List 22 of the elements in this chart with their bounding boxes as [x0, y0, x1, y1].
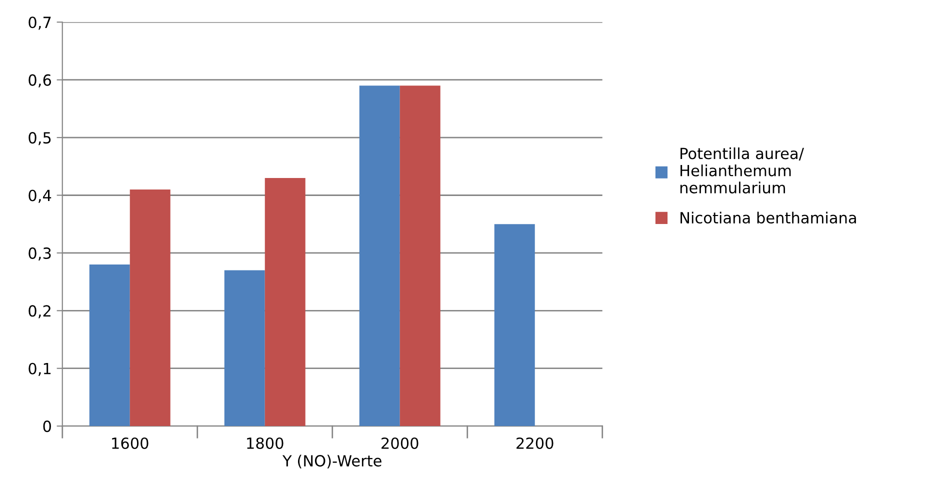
legend-label: Nicotiana benthamiana: [680, 212, 856, 224]
y-tick-label: 0,4: [28, 190, 52, 203]
bar: [400, 86, 440, 426]
legend-label: Potentilla aurea/ Helianthemum nemmularium: [680, 147, 804, 194]
x-tick-label: 1600: [112, 437, 148, 450]
bar: [130, 189, 170, 426]
x-tick-label: 2200: [516, 437, 554, 450]
bar: [224, 270, 265, 426]
x-axis-title: Y (NO)-Werte: [282, 454, 382, 468]
y-tick-label: 0,1: [28, 362, 51, 376]
y-tick-label: 0,2: [28, 305, 50, 318]
bar: [494, 224, 535, 426]
bar: [359, 86, 400, 426]
y-tick-label: 0,6: [28, 74, 51, 88]
y-tick-label: 0: [43, 420, 51, 432]
bar: [89, 264, 130, 426]
bar: [264, 178, 306, 426]
x-tick-label: 1800: [247, 437, 284, 450]
y-tick-label: 0,7: [28, 16, 51, 30]
y-tick-label: 0,3: [28, 247, 51, 261]
x-tick-label: 2000: [382, 437, 418, 450]
y-tick-label: 0,5: [28, 132, 51, 146]
